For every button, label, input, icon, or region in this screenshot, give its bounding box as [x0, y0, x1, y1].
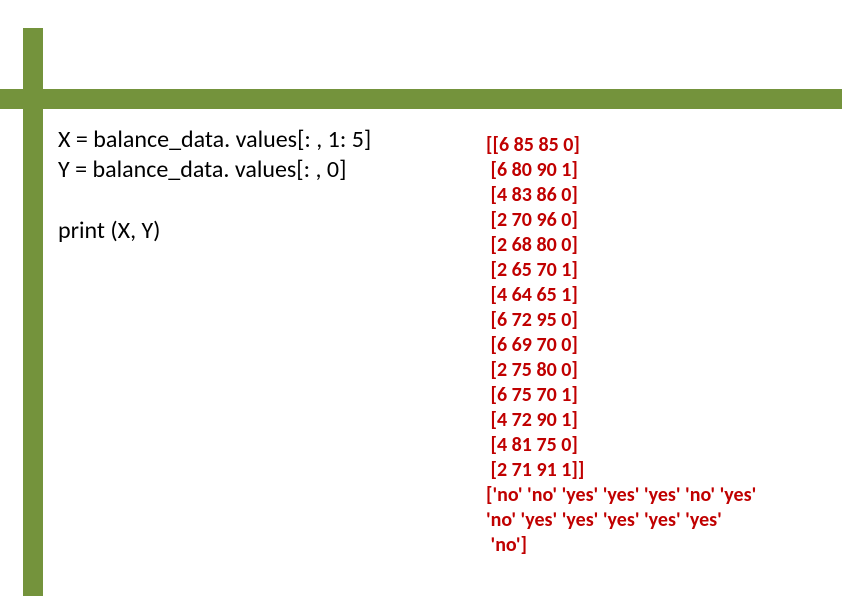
output-row: [4 72 90 1]	[486, 408, 578, 432]
code-line-3: print (X, Y)	[58, 216, 160, 245]
output-row: [2 65 70 1]	[486, 258, 578, 282]
output-row: [4 81 75 0]	[486, 433, 578, 457]
output-row: [2 71 91 1]]	[486, 458, 584, 482]
output-row: [6 75 70 1]	[486, 383, 578, 407]
output-row: 'no' 'yes' 'yes' 'yes' 'yes' 'yes'	[486, 508, 722, 532]
output-row: [6 69 70 0]	[486, 333, 578, 357]
output-row: [2 75 80 0]	[486, 358, 578, 382]
output-row: [2 70 96 0]	[486, 208, 578, 232]
output-row: ['no' 'no' 'yes' 'yes' 'yes' 'no' 'yes'	[486, 483, 756, 507]
code-block: X = balance_data. values[: , 1: 5] Y = b…	[58, 125, 371, 185]
output-row: [[6 85 85 0]	[486, 133, 580, 157]
code-line-2: Y = balance_data. values[: , 0]	[58, 155, 346, 184]
output-row: 'no']	[486, 533, 527, 557]
decorative-bar-vertical	[23, 28, 43, 596]
output-row: [6 80 90 1]	[486, 158, 578, 182]
code-line-1: X = balance_data. values[: , 1: 5]	[58, 125, 371, 154]
output-row: [4 83 86 0]	[486, 183, 578, 207]
decorative-bar-horizontal	[0, 89, 842, 109]
output-block: [[6 85 85 0] [6 80 90 1] [4 83 86 0] [2 …	[486, 133, 756, 558]
output-row: [2 68 80 0]	[486, 233, 578, 257]
output-row: [6 72 95 0]	[486, 308, 578, 332]
code-print: print (X, Y)	[58, 216, 160, 246]
output-row: [4 64 65 1]	[486, 283, 578, 307]
